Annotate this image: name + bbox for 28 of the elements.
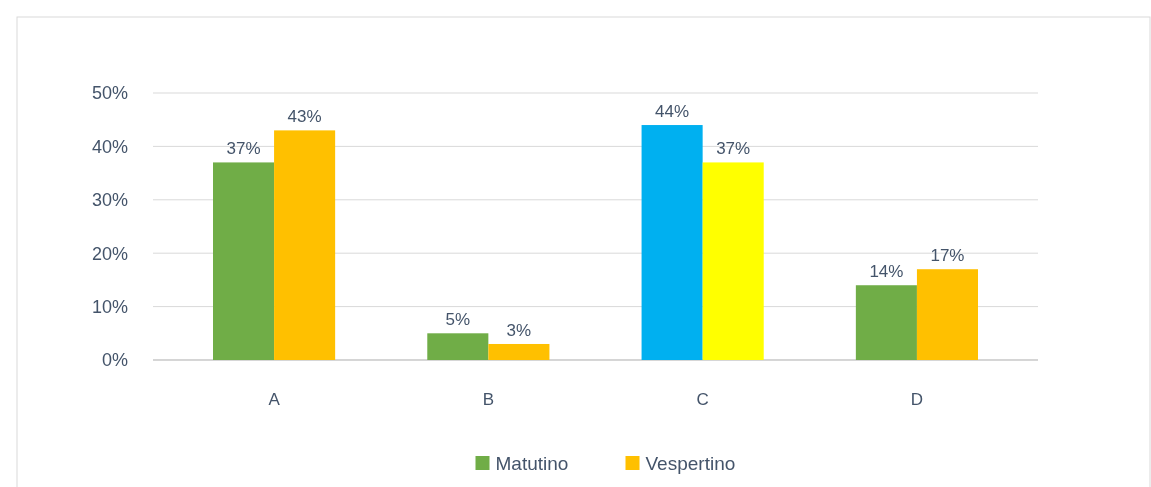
- data-label: 3%: [506, 320, 532, 340]
- data-label: 17%: [930, 246, 965, 266]
- data-label: 43%: [287, 107, 322, 127]
- y-tick-label: 50%: [91, 83, 128, 104]
- data-label: 14%: [869, 262, 904, 282]
- x-tick-label: B: [482, 390, 495, 409]
- data-label: 44%: [655, 102, 690, 122]
- bar: [274, 130, 336, 360]
- legend-label: Matutino: [495, 452, 569, 474]
- bar: [702, 162, 764, 360]
- x-tick-label: D: [910, 390, 924, 409]
- y-tick-label: 20%: [91, 243, 128, 264]
- data-label: 37%: [716, 139, 751, 159]
- bar: [855, 285, 917, 360]
- y-tick-label: 10%: [91, 296, 128, 317]
- bar: [488, 343, 550, 360]
- bar: [213, 162, 275, 360]
- y-tick-label: 30%: [91, 190, 128, 211]
- data-label: 37%: [226, 139, 261, 159]
- legend-label: Vespertino: [645, 452, 736, 474]
- bar: [916, 269, 978, 360]
- x-tick-label: A: [268, 390, 281, 409]
- bar: [641, 125, 703, 360]
- y-tick-label: 40%: [91, 136, 128, 157]
- data-label: 5%: [445, 310, 471, 330]
- y-tick-label: 0%: [101, 350, 128, 371]
- x-tick-label: C: [696, 390, 709, 409]
- bar: [427, 333, 489, 360]
